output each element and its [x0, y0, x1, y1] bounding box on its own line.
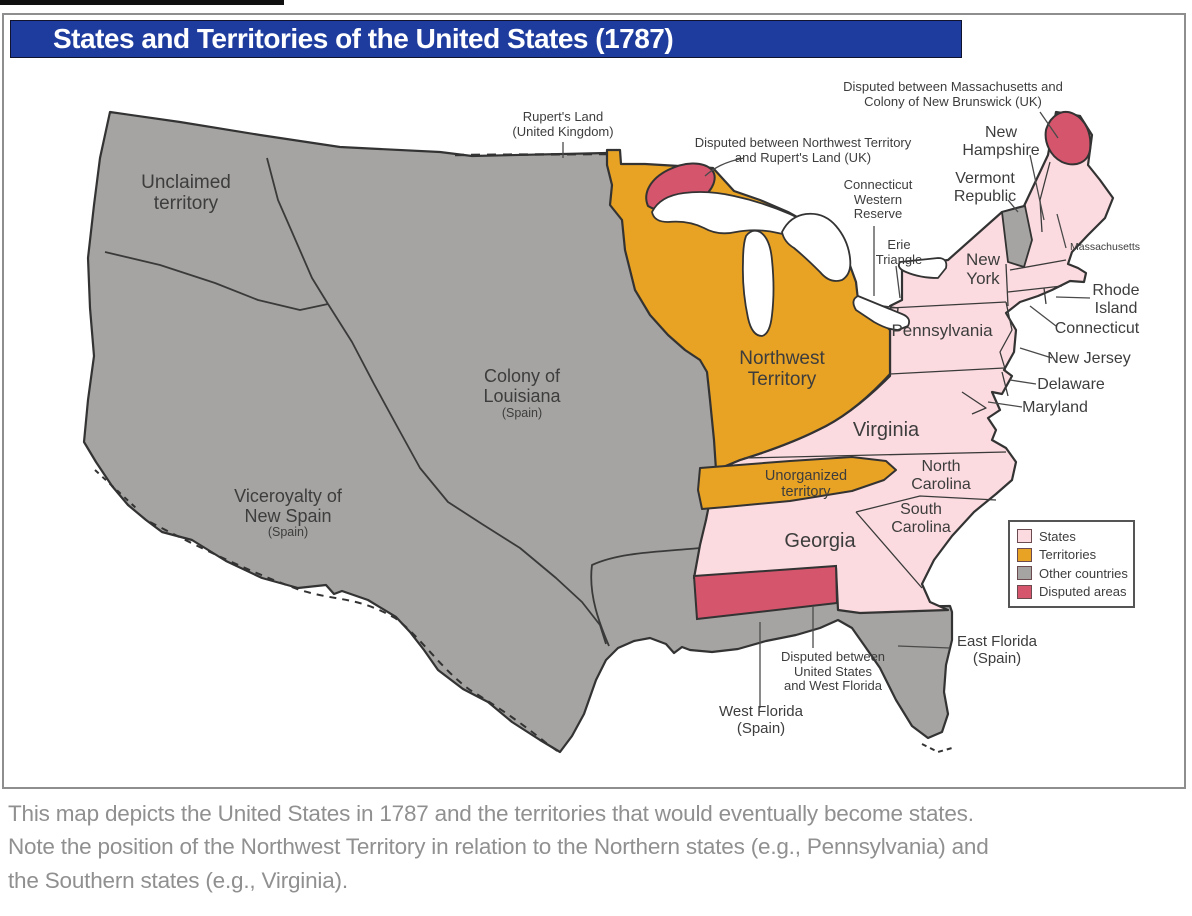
label-ruperts-land: Rupert's Land (United Kingdom)	[512, 109, 614, 139]
map-legend: States Territories Other countries Dispu…	[1008, 520, 1135, 608]
legend-label-states: States	[1039, 528, 1076, 544]
map-title-bar: States and Territories of the United Sta…	[10, 20, 962, 58]
label-massachusetts: Massachusetts	[1069, 241, 1141, 253]
label-pennsylvania: Pennsylvania	[891, 321, 993, 340]
internal-borders-west	[104, 157, 701, 647]
label-disputed-northwest: Disputed between Northwest Territory and…	[694, 135, 912, 165]
state-borders	[743, 161, 1067, 589]
legend-swatch-other-countries	[1017, 566, 1032, 581]
label-virginia: Virginia	[852, 419, 920, 441]
label-disputed-west-florida: Disputed between United States and West …	[780, 649, 886, 694]
label-unorganized-territory: Unorganized territory	[764, 468, 848, 501]
label-maryland: Maryland	[1022, 399, 1088, 416]
label-unclaimed-territory: Unclaimed territory	[141, 172, 231, 215]
label-new-york: New York	[965, 250, 1001, 289]
legend-item-disputed-areas: Disputed areas	[1017, 584, 1133, 600]
label-ct-western-reserve: Connecticut Western Reserve	[843, 177, 913, 222]
region-unorganized-territory	[697, 456, 897, 510]
great-lakes	[651, 191, 948, 337]
legend-label-disputed-areas: Disputed areas	[1039, 584, 1127, 600]
lake-michigan	[741, 229, 775, 337]
legend-swatch-states	[1017, 529, 1032, 544]
dashed-borders	[94, 152, 953, 754]
lake-huron	[781, 212, 852, 282]
label-viceroyalty-new-spain-sub: (Spain)	[267, 525, 309, 539]
label-northwest-territory: Northwest Territory	[739, 348, 825, 391]
label-colony-of-louisiana: Colony of Louisiana	[483, 366, 561, 407]
legend-item-territories: Territories	[1017, 547, 1133, 563]
label-east-florida: East Florida (Spain)	[956, 633, 1038, 667]
legend-label-territories: Territories	[1039, 547, 1097, 563]
label-disputed-massachusetts: Disputed between Massachusetts and Colon…	[843, 79, 1063, 109]
map-canvas	[82, 110, 1115, 754]
legend-swatch-territories	[1017, 547, 1032, 562]
label-rhode-island: Rhode Island	[1092, 282, 1140, 317]
label-new-jersey: New Jersey	[1047, 350, 1131, 367]
label-connecticut: Connecticut	[1054, 320, 1140, 337]
legend-item-states: States	[1017, 528, 1133, 544]
label-delaware: Delaware	[1037, 376, 1105, 393]
label-georgia: Georgia	[784, 530, 856, 552]
label-erie-triangle: Erie Triangle	[875, 237, 923, 267]
label-new-hampshire: New Hampshire	[962, 124, 1040, 159]
label-colony-of-louisiana-sub: (Spain)	[501, 406, 543, 420]
region-disputed-west-florida	[692, 564, 839, 621]
scan-artifact-bar	[0, 0, 284, 5]
label-west-florida: West Florida (Spain)	[719, 703, 803, 737]
region-disputed-maine	[1044, 111, 1092, 166]
label-viceroyalty-new-spain: Viceroyalty of New Spain	[234, 486, 342, 527]
lake-ontario	[897, 257, 948, 279]
label-north-carolina: North Carolina	[911, 458, 971, 493]
map-caption: This map depicts the United States in 17…	[8, 801, 989, 893]
map-title: States and Territories of the United Sta…	[53, 23, 674, 54]
label-south-carolina: South Carolina	[891, 501, 951, 536]
label-vermont-republic: Vermont Republic	[953, 170, 1017, 205]
legend-label-other-countries: Other countries	[1039, 565, 1128, 581]
legend-swatch-disputed-areas	[1017, 584, 1032, 599]
leader-lines	[562, 111, 1091, 708]
region-vermont-republic	[1001, 204, 1033, 269]
lake-erie	[852, 295, 911, 331]
legend-item-other-countries: Other countries	[1017, 565, 1133, 581]
